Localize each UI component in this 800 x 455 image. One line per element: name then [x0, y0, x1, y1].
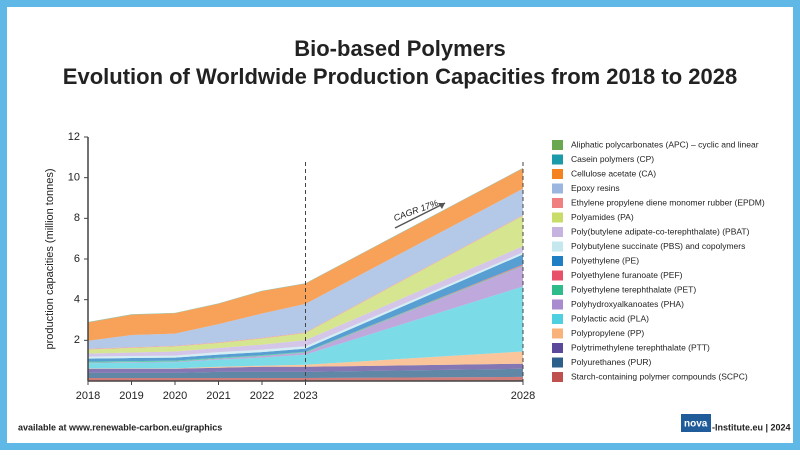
legend-swatch [552, 183, 563, 194]
x-tick-label: 2022 [250, 390, 274, 402]
chart-title: Bio-based Polymers [294, 36, 506, 61]
legend-label: Polybutylene succinate (PBS) and copolym… [571, 241, 745, 251]
legend-label: Aliphatic polycarbonates (APC) – cyclic … [571, 139, 759, 149]
y-tick-label: 4 [74, 294, 80, 306]
legend-swatch [552, 241, 563, 252]
footer-source: available at www.renewable-carbon.eu/gra… [18, 422, 222, 432]
legend-swatch [552, 198, 563, 208]
area [88, 351, 523, 369]
legend-label: Polyurethanes (PUR) [571, 357, 651, 367]
chart-subtitle: Evolution of Worldwide Production Capaci… [63, 64, 737, 89]
area [88, 376, 523, 381]
legend-label: Casein polymers (CP) [571, 154, 654, 164]
x-tick-label: 2028 [511, 390, 535, 402]
y-tick-label: 10 [68, 172, 80, 184]
legend-label: Starch-containing polymer compounds (SCP… [571, 371, 748, 381]
legend-label: Polyethylene (PE) [571, 255, 639, 265]
legend-swatch [552, 227, 563, 237]
legend-label: Polyhydroxyalkanoates (PHA) [571, 299, 684, 309]
y-tick-label: 6 [74, 253, 80, 265]
legend-swatch [552, 169, 563, 179]
legend-swatch [552, 299, 563, 310]
y-tick-label: 2 [74, 334, 80, 346]
legend-label: Polyethylene terephthalate (PET) [571, 284, 696, 294]
legend-swatch [552, 328, 563, 339]
x-tick-label: 2019 [119, 390, 143, 402]
x-tick-label: 2023 [293, 390, 317, 402]
legend-label: Polypropylene (PP) [571, 328, 644, 338]
legend-label: Ethylene propylene diene monomer rubber … [571, 197, 765, 207]
legend-swatch [552, 140, 563, 150]
legend-swatch [552, 154, 563, 165]
legend-swatch [552, 270, 563, 281]
y-tick-label: 12 [68, 131, 80, 143]
legend-label: Polyethylene furanoate (PEF) [571, 270, 683, 280]
arrow-head [438, 203, 445, 209]
legend-swatch [552, 372, 563, 382]
area [88, 168, 523, 341]
legend-swatch [552, 357, 563, 368]
y-axis-label: production capacities (million tonnes) [44, 169, 56, 350]
legend-label: Polylactic acid (PLA) [571, 313, 649, 323]
legend-label: Poly(butylene adipate-co-terephthalate) … [571, 226, 750, 236]
legend-label: Polytrimethylene terephthalate (PTT) [571, 342, 710, 352]
legend-swatch [552, 343, 563, 353]
logo-box [681, 414, 711, 432]
legend-swatch [552, 285, 563, 295]
area [88, 286, 523, 369]
footer-credit: -Institute.eu | 2024 [712, 422, 791, 432]
x-tick-label: 2020 [163, 390, 187, 402]
x-tick-label: 2018 [76, 390, 100, 402]
y-tick-label: 8 [74, 212, 80, 224]
legend-label: Epoxy resins [571, 183, 620, 193]
legend-swatch [552, 212, 563, 223]
legend-label: Polyamides (PA) [571, 212, 634, 222]
legend-swatch [552, 314, 563, 324]
legend-label: Cellulose acetate (CA) [571, 168, 656, 178]
logo-text: nova [684, 419, 708, 430]
annotation-arrow [394, 202, 446, 229]
legend-swatch [552, 256, 563, 266]
x-tick-label: 2021 [206, 390, 230, 402]
